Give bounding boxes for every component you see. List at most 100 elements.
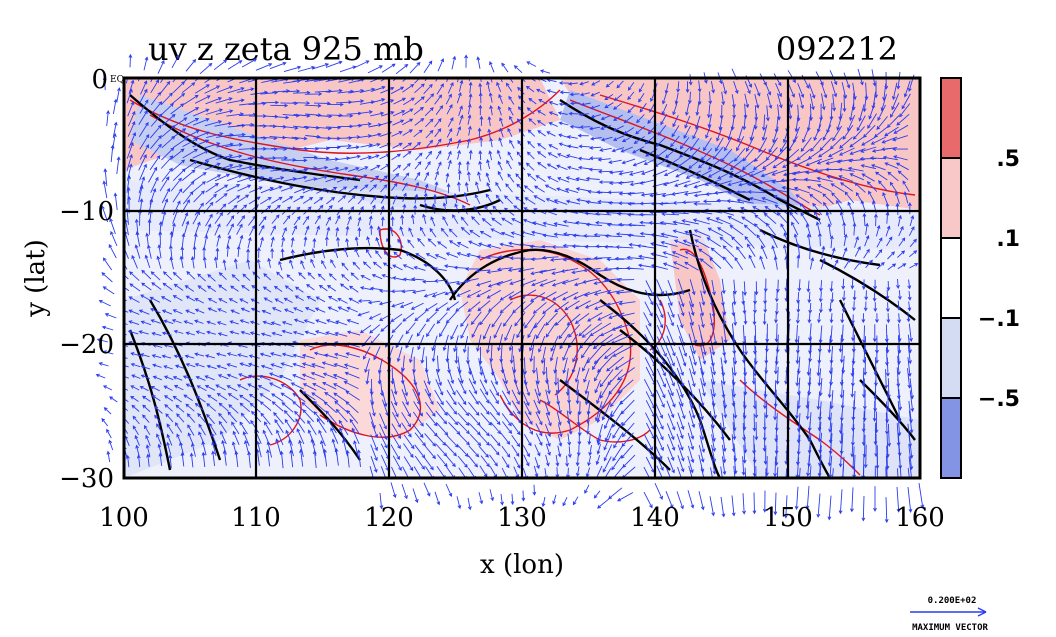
wind-vector xyxy=(194,78,200,82)
wind-vector xyxy=(678,291,685,308)
wind-vector xyxy=(333,383,348,392)
wind-vector xyxy=(140,294,151,301)
wind-vector xyxy=(829,235,834,249)
wind-vector xyxy=(181,233,186,248)
wind-vector xyxy=(425,253,437,260)
wind-vector xyxy=(124,310,129,313)
wind-vector xyxy=(412,488,419,504)
colorbar-label: .1 xyxy=(996,227,1020,252)
wind-vector xyxy=(623,115,634,124)
wind-vector xyxy=(507,173,515,183)
wind-vector xyxy=(475,181,480,192)
wind-vector xyxy=(711,444,717,463)
wind-vector xyxy=(161,102,174,116)
wind-vector xyxy=(907,290,912,301)
wind-vector xyxy=(357,299,371,303)
wind-vector xyxy=(126,78,128,84)
wind-vector xyxy=(380,78,388,82)
wind-vector xyxy=(436,454,448,468)
wind-vector xyxy=(572,347,581,363)
wind-vector xyxy=(566,135,578,139)
wind-vector xyxy=(271,115,290,120)
wind-vector xyxy=(95,373,106,379)
wind-vector xyxy=(468,455,478,468)
wind-vector xyxy=(173,354,184,359)
wind-vector xyxy=(569,124,581,129)
wind-vector xyxy=(695,102,700,116)
wind-vector xyxy=(721,456,727,476)
wind-vector xyxy=(380,86,395,94)
wind-vector xyxy=(620,146,633,153)
wind-vector xyxy=(327,306,339,312)
wind-vector xyxy=(422,279,436,284)
wind-vector xyxy=(192,172,207,183)
wind-vector xyxy=(771,245,777,260)
wind-vector xyxy=(806,280,811,293)
wind-vector xyxy=(796,291,800,304)
wind-vector xyxy=(225,154,243,160)
wind-vector xyxy=(424,183,429,194)
wind-vector xyxy=(722,344,728,365)
wind-vector xyxy=(839,345,844,364)
wind-vector xyxy=(838,445,843,468)
wind-vector xyxy=(457,169,462,180)
wind-vector xyxy=(743,357,748,377)
wind-vector xyxy=(423,456,434,471)
wind-vector xyxy=(468,240,481,247)
wind-vector xyxy=(322,372,338,380)
wind-vector xyxy=(98,362,109,367)
wind-vector xyxy=(445,252,459,258)
wind-vector xyxy=(324,391,339,402)
wind-vector xyxy=(256,247,261,258)
wind-vector xyxy=(458,105,463,116)
wind-vector xyxy=(219,430,227,445)
wind-vector xyxy=(149,124,162,139)
wind-vector xyxy=(808,245,813,260)
wind-vector xyxy=(580,102,591,107)
wind-vector xyxy=(161,167,173,182)
wind-vector xyxy=(567,446,572,459)
wind-vector xyxy=(194,402,205,412)
wind-vector xyxy=(727,215,744,225)
wind-vector xyxy=(540,291,557,301)
wind-vector xyxy=(250,419,260,434)
wind-vector xyxy=(714,180,732,187)
wind-vector xyxy=(896,378,901,400)
wind-vector xyxy=(487,280,504,288)
wind-vector xyxy=(303,319,315,325)
wind-vector xyxy=(302,187,315,194)
wind-vector xyxy=(538,99,548,105)
wind-vector xyxy=(873,486,877,512)
wind-vector xyxy=(205,354,215,359)
wind-vector xyxy=(561,278,579,285)
wind-vector xyxy=(149,188,157,205)
wind-vector xyxy=(867,113,877,129)
wind-vector xyxy=(864,290,869,301)
wind-vector xyxy=(281,236,286,248)
wind-vector xyxy=(734,148,746,162)
wind-vector xyxy=(604,233,623,238)
wind-vector xyxy=(823,201,832,215)
wind-vector xyxy=(773,456,777,478)
wind-vector xyxy=(216,321,227,326)
wind-vector xyxy=(875,171,888,181)
wind-vector xyxy=(511,444,520,457)
x-tick-label: 120 xyxy=(364,503,414,533)
wind-vector xyxy=(446,301,459,311)
wind-vector xyxy=(263,273,272,281)
wind-vector xyxy=(150,176,159,193)
wind-vector xyxy=(446,104,453,115)
wind-vector xyxy=(325,410,337,424)
wind-vector xyxy=(537,120,546,127)
wind-vector xyxy=(603,444,613,462)
wind-vector xyxy=(565,176,579,182)
wind-vector xyxy=(720,357,726,377)
wind-vector xyxy=(820,82,828,99)
wind-vector xyxy=(650,242,668,248)
wind-vector xyxy=(542,221,558,227)
wind-vector xyxy=(130,352,141,357)
wind-vector xyxy=(431,291,446,298)
wind-vector xyxy=(765,468,767,478)
wind-vector xyxy=(592,334,613,350)
wind-vector xyxy=(131,404,140,412)
